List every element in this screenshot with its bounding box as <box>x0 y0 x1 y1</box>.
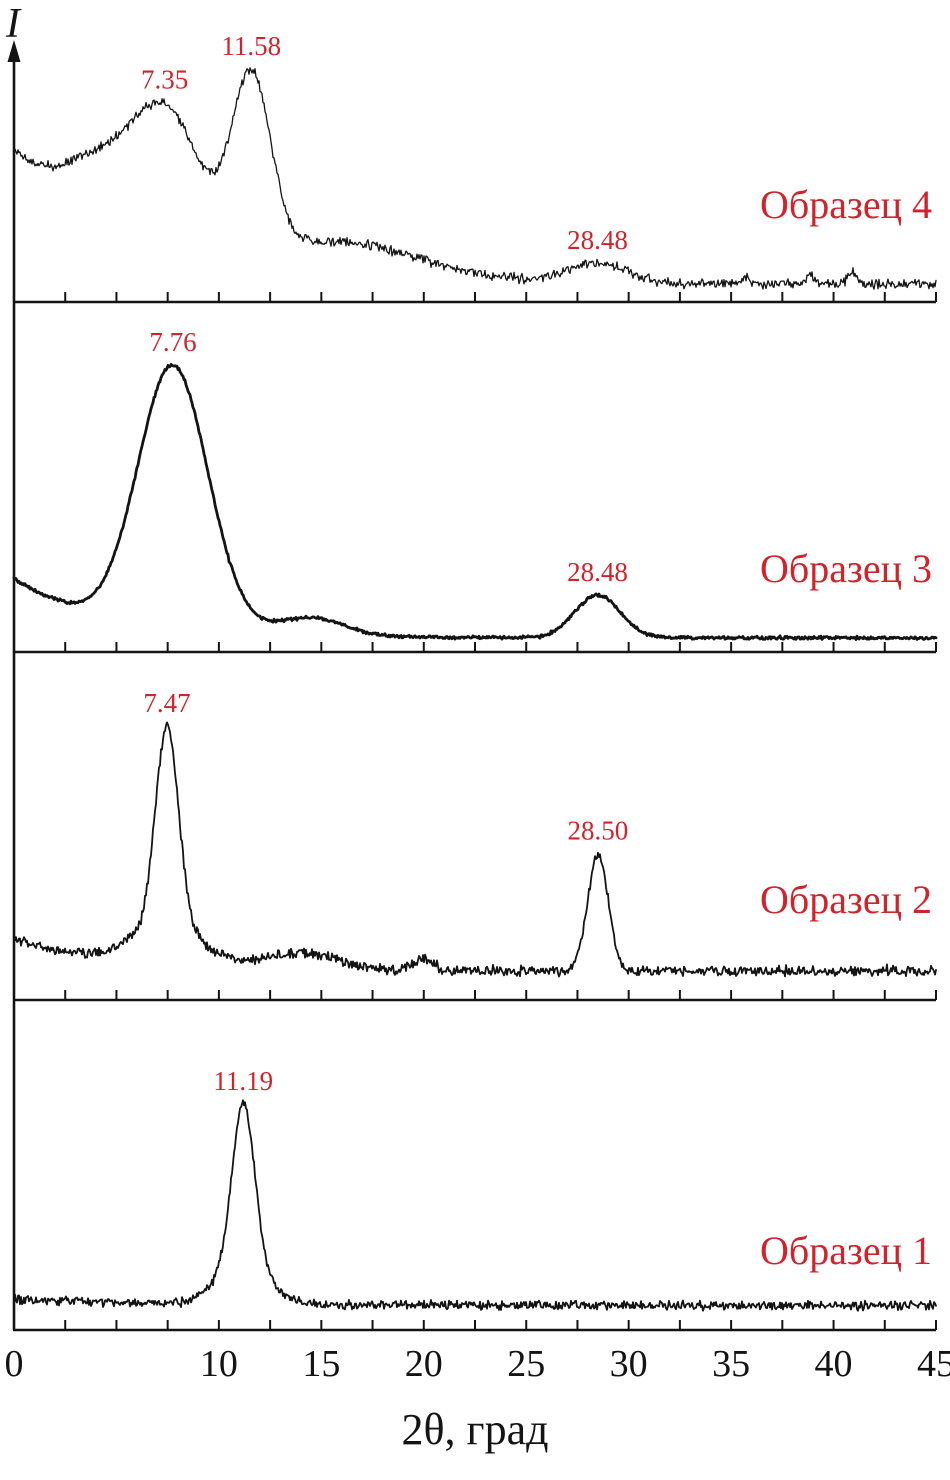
x-tick-label: 15 <box>302 1343 340 1385</box>
peak-annotation: 7.47 <box>143 688 190 718</box>
series-label: Образец 4 <box>760 182 932 227</box>
peak-annotation: 11.58 <box>221 31 281 61</box>
series-label: Образец 1 <box>760 1228 932 1273</box>
y-axis-arrow-icon <box>7 40 21 62</box>
x-tick-label: 0 <box>5 1343 24 1385</box>
series-label: Образец 3 <box>760 546 932 591</box>
x-tick-label: 10 <box>200 1343 238 1385</box>
peak-annotation: 7.35 <box>141 65 188 95</box>
x-tick-label: 35 <box>712 1343 750 1385</box>
x-tick-label: 25 <box>507 1343 545 1385</box>
series-label: Образец 2 <box>760 877 932 922</box>
peak-annotation: 28.48 <box>567 557 628 587</box>
xrd-trace-образец-3 <box>12 363 938 641</box>
x-tick-label: 40 <box>815 1343 853 1385</box>
x-axis-label: 2θ, град <box>401 1405 549 1454</box>
xrd-trace-образец-4 <box>13 67 937 290</box>
y-axis-label: I <box>6 1 20 47</box>
x-tick-label: 20 <box>405 1343 443 1385</box>
xrd-trace-образец-1 <box>13 1099 937 1312</box>
x-tick-label: 30 <box>610 1343 648 1385</box>
peak-annotation: 28.50 <box>568 816 629 846</box>
xrd-trace-образец-2 <box>13 721 937 978</box>
peak-annotation: 7.76 <box>149 327 196 357</box>
x-tick-label: 45 <box>917 1343 950 1385</box>
peak-annotation: 28.48 <box>567 225 628 255</box>
peak-annotation: 11.19 <box>213 1066 273 1096</box>
